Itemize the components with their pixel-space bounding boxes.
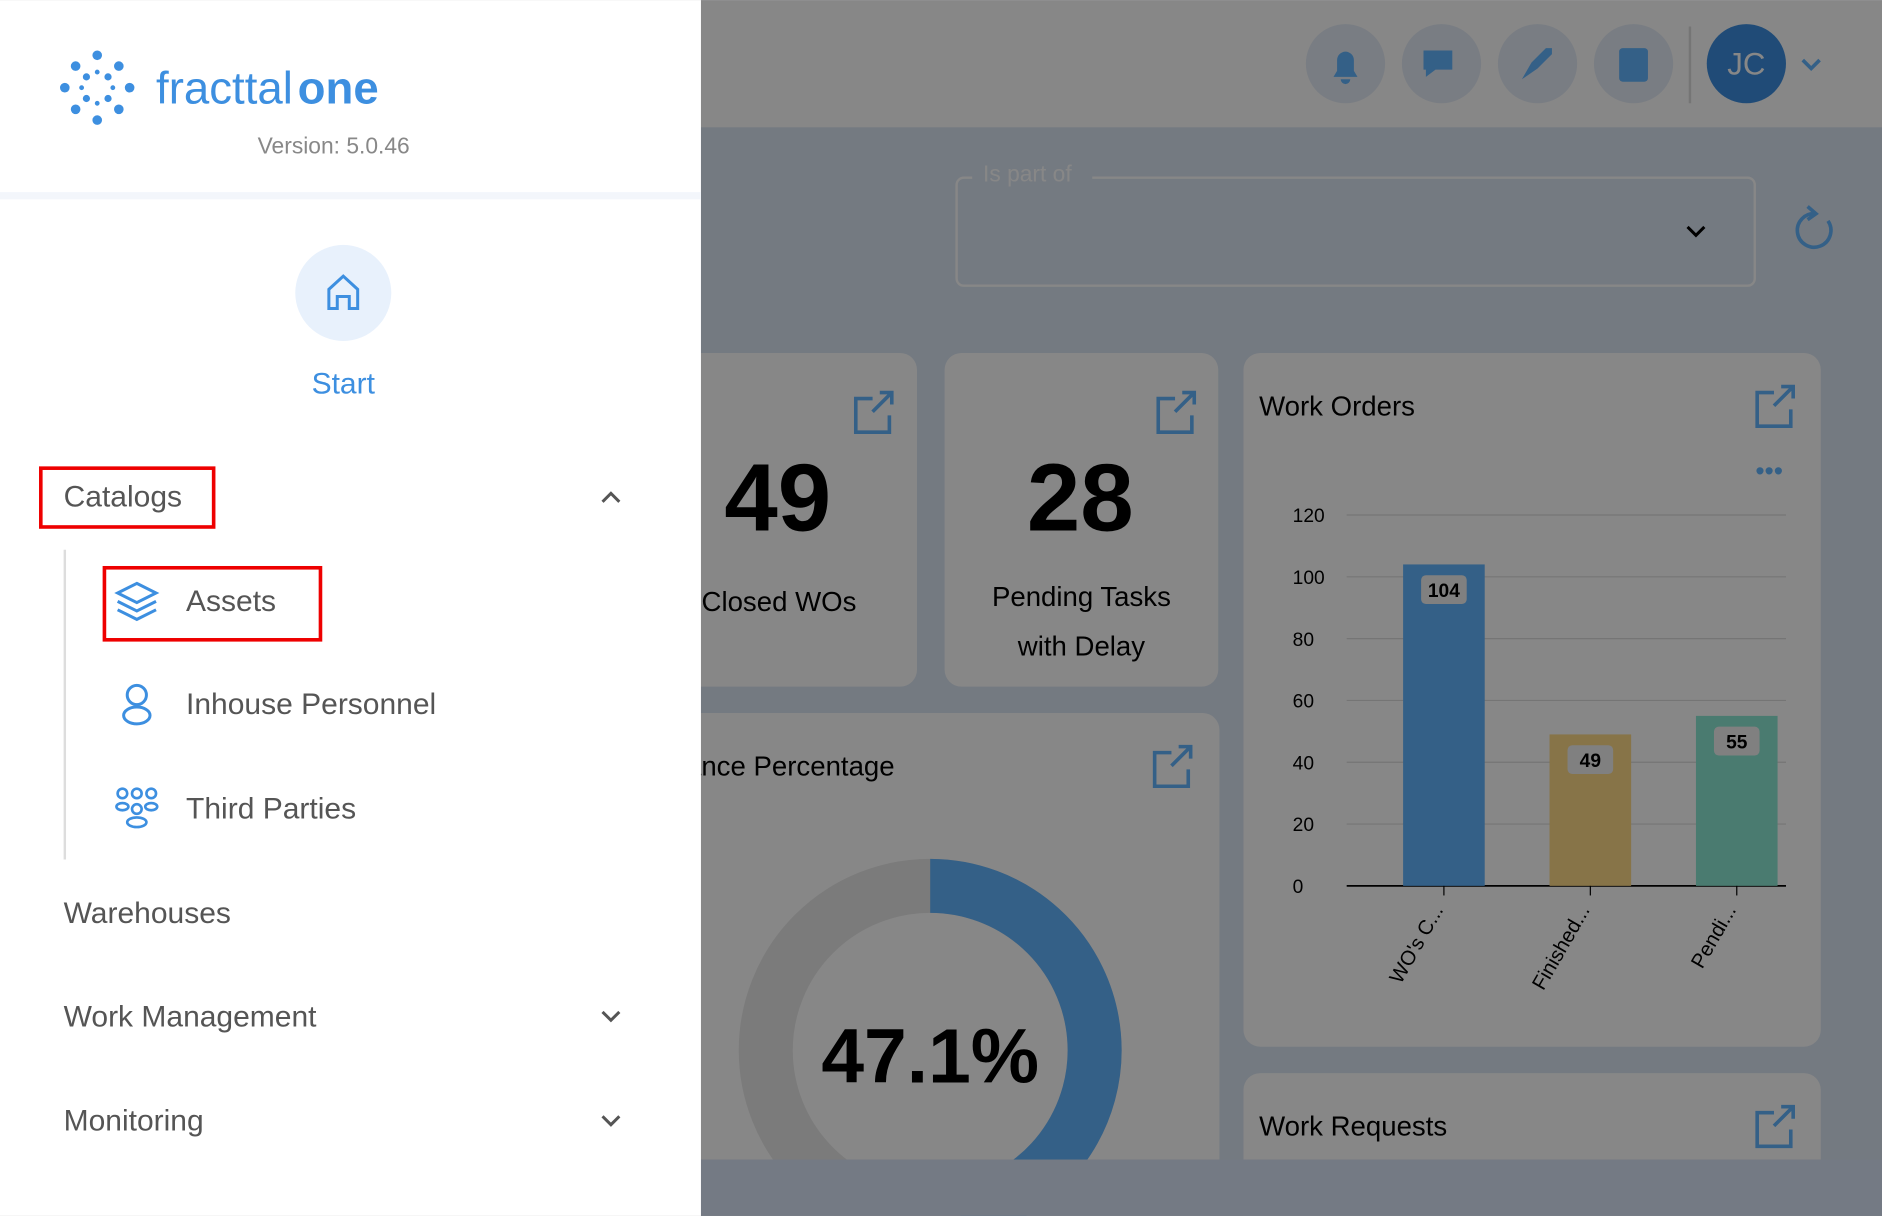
value-label-bg xyxy=(1567,745,1614,775)
value-label: 49 xyxy=(1580,751,1601,772)
y-tick-label: 0 xyxy=(1293,877,1304,898)
menu-dots[interactable]: ••• xyxy=(1755,456,1783,486)
y-tick-label: 80 xyxy=(1293,630,1314,651)
card-value: 28 xyxy=(1027,445,1134,552)
value-label-bg xyxy=(1713,726,1760,756)
submenu-item[interactable]: Inhouse Personnel xyxy=(186,688,436,721)
menu-item[interactable]: Warehouses xyxy=(64,897,231,930)
menu-item[interactable]: Catalogs xyxy=(64,481,182,514)
menu-item[interactable]: Monitoring xyxy=(64,1105,204,1138)
brand-accent: one xyxy=(298,62,379,113)
start-icon[interactable] xyxy=(295,244,392,341)
value-label: 55 xyxy=(1726,732,1748,753)
card-label: with Delay xyxy=(1017,630,1145,661)
value-label-bg xyxy=(1421,575,1467,605)
header-icons: JC xyxy=(1305,24,1821,104)
highlight-box xyxy=(102,565,323,642)
bar xyxy=(1403,564,1485,886)
logo-mark xyxy=(60,50,135,125)
y-tick-label: 40 xyxy=(1293,753,1314,774)
card-value: 49 xyxy=(724,445,831,552)
y-tick-label: 120 xyxy=(1293,506,1325,527)
filter[interactable]: Is part of xyxy=(955,160,1833,287)
sidebar: fracttal one Version: 5.0.46 Start Catalo… xyxy=(0,0,701,1216)
version: Version: 5.0.46 xyxy=(258,133,410,159)
card-title: Work Requests xyxy=(1259,1111,1447,1142)
brand: fracttal one xyxy=(156,62,379,113)
donut-label: 47.1% xyxy=(821,1014,1039,1100)
highlight-box xyxy=(39,466,216,529)
y-tick-label: 60 xyxy=(1293,692,1314,713)
start-label[interactable]: Start xyxy=(312,368,376,401)
value-label: 104 xyxy=(1428,581,1460,602)
card-label: Closed WOs xyxy=(702,586,857,617)
avatar-initials: JC xyxy=(1727,46,1765,81)
y-tick-label: 100 xyxy=(1293,568,1325,589)
card-label: Pending Tasks xyxy=(992,581,1171,612)
submenu-item[interactable]: Assets xyxy=(186,585,276,618)
avatar[interactable] xyxy=(1706,24,1786,104)
brand-main: fracttal xyxy=(156,62,293,113)
menu-item[interactable]: Work Management xyxy=(64,1000,318,1033)
submenu-item[interactable]: Third Parties xyxy=(186,793,356,826)
filter-label: Is part of xyxy=(983,160,1072,186)
y-tick-label: 20 xyxy=(1293,815,1314,836)
card-title: Work Orders xyxy=(1259,390,1415,421)
